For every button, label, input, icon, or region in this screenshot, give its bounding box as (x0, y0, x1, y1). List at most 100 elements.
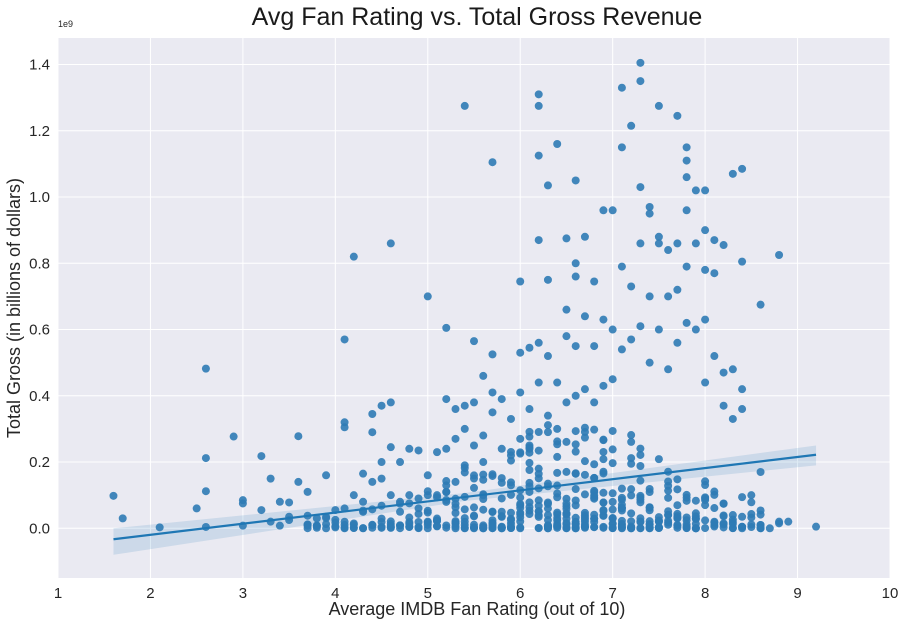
data-point (654, 325, 663, 334)
data-point (553, 140, 562, 149)
data-point (617, 262, 626, 271)
data-point (525, 458, 534, 467)
data-point (636, 461, 645, 470)
data-point (571, 513, 580, 522)
data-point (673, 475, 682, 484)
data-point (673, 239, 682, 248)
data-point (451, 405, 460, 414)
data-point (405, 513, 414, 522)
data-point (479, 458, 488, 467)
data-point (599, 435, 608, 444)
data-point (654, 523, 663, 532)
data-point (728, 169, 737, 178)
data-point (322, 520, 331, 529)
data-point (580, 312, 589, 321)
data-point (673, 285, 682, 294)
x-tick-label: 1 (54, 585, 62, 602)
data-point (294, 432, 303, 441)
data-point (534, 236, 543, 245)
data-point (664, 520, 673, 529)
data-point (580, 470, 589, 479)
data-point (691, 239, 700, 248)
data-point (756, 510, 765, 519)
data-point (617, 484, 626, 493)
data-point (617, 143, 626, 152)
data-point (488, 518, 497, 527)
data-point (701, 315, 710, 324)
data-point (414, 509, 423, 518)
data-point (275, 497, 284, 506)
data-point (590, 425, 599, 434)
data-point (571, 176, 580, 185)
data-point (349, 491, 358, 500)
data-point (747, 520, 756, 529)
data-point (534, 338, 543, 347)
data-point (682, 262, 691, 271)
data-point (488, 388, 497, 397)
data-point (691, 524, 700, 533)
data-point (590, 398, 599, 407)
data-point (562, 234, 571, 243)
data-point (691, 186, 700, 195)
data-point (257, 452, 266, 461)
data-point (525, 478, 534, 487)
data-point (506, 508, 515, 517)
data-point (682, 206, 691, 215)
data-point (590, 460, 599, 469)
data-point (470, 398, 478, 407)
data-point (534, 507, 543, 516)
data-point (525, 498, 534, 507)
data-point (368, 410, 377, 419)
data-point (682, 156, 691, 165)
data-point (571, 447, 580, 456)
data-point (386, 398, 395, 407)
data-point (460, 401, 469, 410)
data-point (590, 473, 599, 482)
data-point (562, 467, 571, 476)
data-point (479, 524, 488, 533)
data-point (627, 431, 636, 440)
data-point (645, 358, 654, 367)
data-point (442, 521, 451, 530)
data-point (451, 517, 460, 526)
data-point (608, 445, 617, 454)
data-point (710, 352, 719, 361)
data-point (673, 485, 682, 494)
data-point (506, 456, 515, 465)
data-point (479, 371, 488, 380)
data-point (580, 457, 589, 466)
x-tick-label: 2 (146, 585, 154, 602)
data-point (543, 521, 552, 530)
data-point (470, 337, 478, 346)
data-point (747, 491, 756, 500)
data-point (238, 499, 247, 508)
data-point (543, 511, 552, 520)
data-point (728, 414, 737, 423)
y-tick-label: 0.6 (29, 322, 50, 339)
data-point (673, 514, 682, 523)
data-point (571, 440, 580, 449)
data-point (701, 226, 710, 235)
regression-line (113, 453, 817, 541)
data-point (599, 315, 608, 324)
data-point (368, 521, 377, 530)
data-point (608, 426, 617, 435)
y-offset-label: 1e9 (58, 19, 73, 29)
data-point (553, 522, 562, 531)
data-point (543, 421, 552, 430)
data-point (488, 350, 497, 359)
data-point (470, 511, 478, 520)
data-point (396, 458, 405, 467)
data-point (738, 493, 747, 502)
data-point (701, 524, 710, 533)
data-point (627, 335, 636, 344)
data-point (691, 509, 700, 518)
data-point (664, 292, 673, 301)
data-point (590, 510, 599, 519)
data-point (580, 515, 589, 524)
data-point (682, 490, 691, 499)
data-point (543, 499, 552, 508)
data-point (627, 282, 636, 291)
data-point (433, 448, 442, 457)
